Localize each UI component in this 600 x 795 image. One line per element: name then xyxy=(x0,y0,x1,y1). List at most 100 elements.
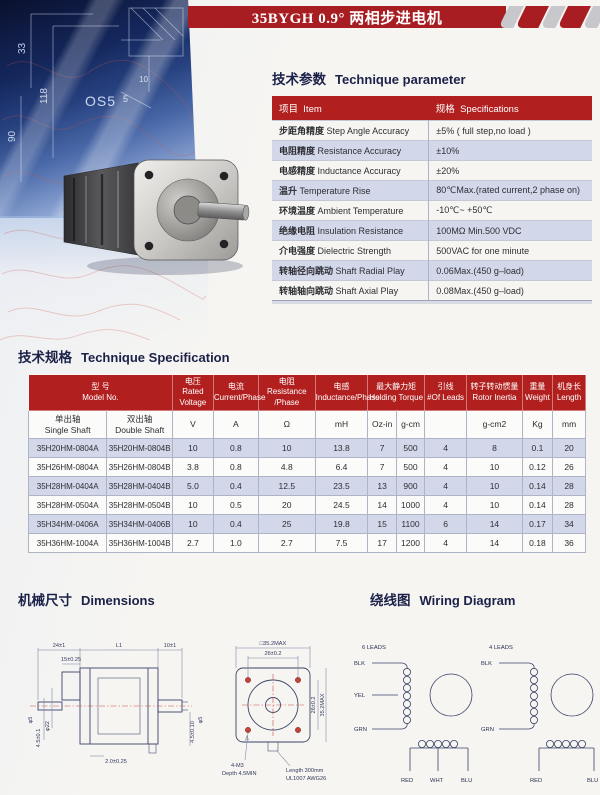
spec-header-inertia: 转子转动惯量 Rotor Inertia xyxy=(466,373,523,412)
spec-cell-model-double: 35H34HM-0406B xyxy=(106,514,173,535)
parameter-spec-cell: 80℃Max.(rated current,2 phase on) xyxy=(428,180,592,201)
spec-unit-leads xyxy=(424,410,468,440)
four-leads-diagram: 4 LEADS BLK GRN RED BLU xyxy=(481,645,598,784)
side-view: 24±1 L1 10±1 15±0.25 φ22 4.5±0.1 φ5 2.0±… xyxy=(28,643,204,765)
param-section-heading: 技术参数 Technique parameter xyxy=(272,68,466,89)
motor-bolt-hole xyxy=(219,239,229,249)
spec-cell-model-single: 35H36HM-1004A xyxy=(27,533,108,554)
spec-cell-model-single: 35H28HM-0404A xyxy=(27,476,108,497)
parameter-item-cell: 电阻精度 Resistance Accuracy xyxy=(272,140,430,161)
motor-shadow xyxy=(87,257,243,275)
sketch-number-90: 90 xyxy=(7,130,18,142)
spec-cell-current: 0.8 xyxy=(212,438,259,459)
parameter-item-cell: 温升 Temperature Rise xyxy=(272,180,430,201)
sketch-number-118: 118 xyxy=(39,88,50,104)
spec-row: 35H28HM-0504A 35H28HM-0504B 10 0.5 20 24… xyxy=(27,495,586,516)
lead-label-red: RED xyxy=(401,778,413,784)
parameter-row: 转轴轴向跳动 Shaft Axial Play 0.08Max.(450 g–l… xyxy=(272,280,592,301)
spec-cell-inertia: 8 xyxy=(466,438,523,459)
spec-cell-length: 34 xyxy=(552,514,586,535)
wiring-heading-en: Wiring Diagram xyxy=(419,593,516,608)
param-heading-en: Technique parameter xyxy=(335,72,466,87)
dim-flat: 2.0±0.25 xyxy=(105,759,127,765)
spec-cell-resistance: 25 xyxy=(257,514,316,535)
parameter-item-cell: 步距角精度 Step Angle Accuracy xyxy=(272,120,430,141)
spec-row: 35H36HM-1004A 35H36HM-1004B 2.7 1.0 2.7 … xyxy=(27,533,586,554)
note-m3: 4-M3 xyxy=(231,763,244,769)
note-depth: Depth 4.5MIN xyxy=(222,771,257,777)
lead-label-blk: BLK xyxy=(481,661,492,667)
stepper-motor-photo xyxy=(63,159,250,275)
spec-sub-double-shaft: 双出轴 Double Shaft xyxy=(106,410,173,440)
spec-cell-weight: 0.14 xyxy=(521,476,554,497)
spec-cell-inertia: 14 xyxy=(466,514,523,535)
spec-cell-weight: 0.18 xyxy=(521,533,554,554)
spec-cell-torque-gcm: 500 xyxy=(395,438,426,459)
spec-cell-leads: 4 xyxy=(424,438,468,459)
note-wire: UL1007 AWG26 xyxy=(286,776,326,782)
spec-cell-resistance: 4.8 xyxy=(257,457,316,478)
spec-cell-leads: 4 xyxy=(424,476,468,497)
spec-header-weight: 重量 Weight xyxy=(521,373,554,412)
spec-cell-current: 0.4 xyxy=(212,476,259,497)
front-view: □35.2MAX 26±0.2 26±0.2 35.2MAX 4-M3 Dept… xyxy=(222,641,327,782)
parameter-spec-cell: ±20% xyxy=(428,160,592,181)
spec-unit-gcm2: g-cm2 xyxy=(466,410,523,440)
parameter-spec-cell: 500VAC for one minute xyxy=(428,240,592,261)
six-leads-diagram: 6 LEADS BLK YEL GRN RED WHT BLU xyxy=(354,645,473,784)
spec-cell-torque-ozin: 13 xyxy=(367,476,397,497)
spec-header-resistance: 电阻 Resistance /Phase xyxy=(257,373,316,412)
parameter-row: 温升 Temperature Rise 80℃Max.(rated curren… xyxy=(272,180,592,201)
spec-unit-gcm: g-cm xyxy=(395,410,426,440)
spec-cell-voltage: 10 xyxy=(171,514,214,535)
parameter-item-cell: 绝缘电阻 Insulation Resistance xyxy=(272,220,430,241)
sketch-text-os5: OS5 xyxy=(85,93,116,109)
spec-cell-inductance: 23.5 xyxy=(314,476,369,497)
spec-cell-inertia: 10 xyxy=(466,457,523,478)
parameter-row: 环境温度 Ambient Temperature -10℃~ +50℃ xyxy=(272,200,592,221)
parameter-spec-cell: 100MΩ Min.500 VDC xyxy=(428,220,592,241)
spec-cell-length: 28 xyxy=(552,476,586,497)
wiring-heading-zh: 绕线图 xyxy=(370,593,411,608)
dim-front-length: 10±1 xyxy=(164,643,176,649)
spec-cell-length: 26 xyxy=(552,457,586,478)
param-header-spec: 规格 Specifications xyxy=(428,96,592,121)
spec-cell-resistance: 20 xyxy=(257,495,316,516)
parameter-table-header-row: 项目 Item 规格 Specifications xyxy=(272,96,592,121)
spec-heading-zh: 技术规格 xyxy=(18,350,72,365)
spec-cell-model-double: 35H20HM-0804B xyxy=(106,438,173,459)
spec-cell-inertia: 10 xyxy=(466,495,523,516)
param-heading-zh: 技术参数 xyxy=(272,72,326,87)
lead-label-wht: WHT xyxy=(430,778,444,784)
spec-cell-inductance: 13.8 xyxy=(314,438,369,459)
spec-cell-torque-gcm: 1100 xyxy=(395,514,426,535)
spec-cell-leads: 6 xyxy=(424,514,468,535)
dim-holes-vertical: 26±0.2 xyxy=(311,696,317,713)
spec-unit-a: A xyxy=(212,410,259,440)
dim-rear-length: 24±1 xyxy=(53,643,65,649)
spec-cell-model-single: 35H26HM-0804A xyxy=(27,457,108,478)
motor-symbol xyxy=(550,673,594,717)
spec-cell-weight: 0.12 xyxy=(521,457,554,478)
spec-cell-voltage: 3.8 xyxy=(171,457,214,478)
dim-square: □35.2MAX xyxy=(260,641,287,647)
spec-cell-current: 1.0 xyxy=(212,533,259,554)
spec-cell-torque-gcm: 1200 xyxy=(395,533,426,554)
param-header-item: 项目 Item xyxy=(272,96,429,121)
sketch-number-5: 5 xyxy=(123,94,128,104)
motor-shaft xyxy=(197,201,250,221)
spec-cell-model-double: 35H28HM-0404B xyxy=(106,476,173,497)
spec-sub-single-shaft: 单出轴 Single Shaft xyxy=(27,410,108,440)
parameter-item-cell: 电感精度 Inductance Accuracy xyxy=(272,160,430,181)
spec-header-current: 电流 Current/Phase xyxy=(212,373,265,412)
motor-bolt-hole xyxy=(219,171,229,181)
spec-cell-length: 28 xyxy=(552,495,586,516)
parameter-row: 绝缘电阻 Insulation Resistance 100MΩ Min.500… xyxy=(272,220,592,241)
spec-row: 35H26HM-0804A 35H26HM-0804B 3.8 0.8 4.8 … xyxy=(27,457,586,478)
dim-holes-horizontal: 26±0.2 xyxy=(264,651,281,657)
motor-bolt-hole xyxy=(144,241,154,251)
spec-cell-leads: 4 xyxy=(424,533,468,554)
spec-cell-model-double: 35H36HM-1004B xyxy=(106,533,173,554)
spec-cell-inductance: 7.5 xyxy=(314,533,369,554)
lead-label-blk: BLK xyxy=(354,661,365,667)
